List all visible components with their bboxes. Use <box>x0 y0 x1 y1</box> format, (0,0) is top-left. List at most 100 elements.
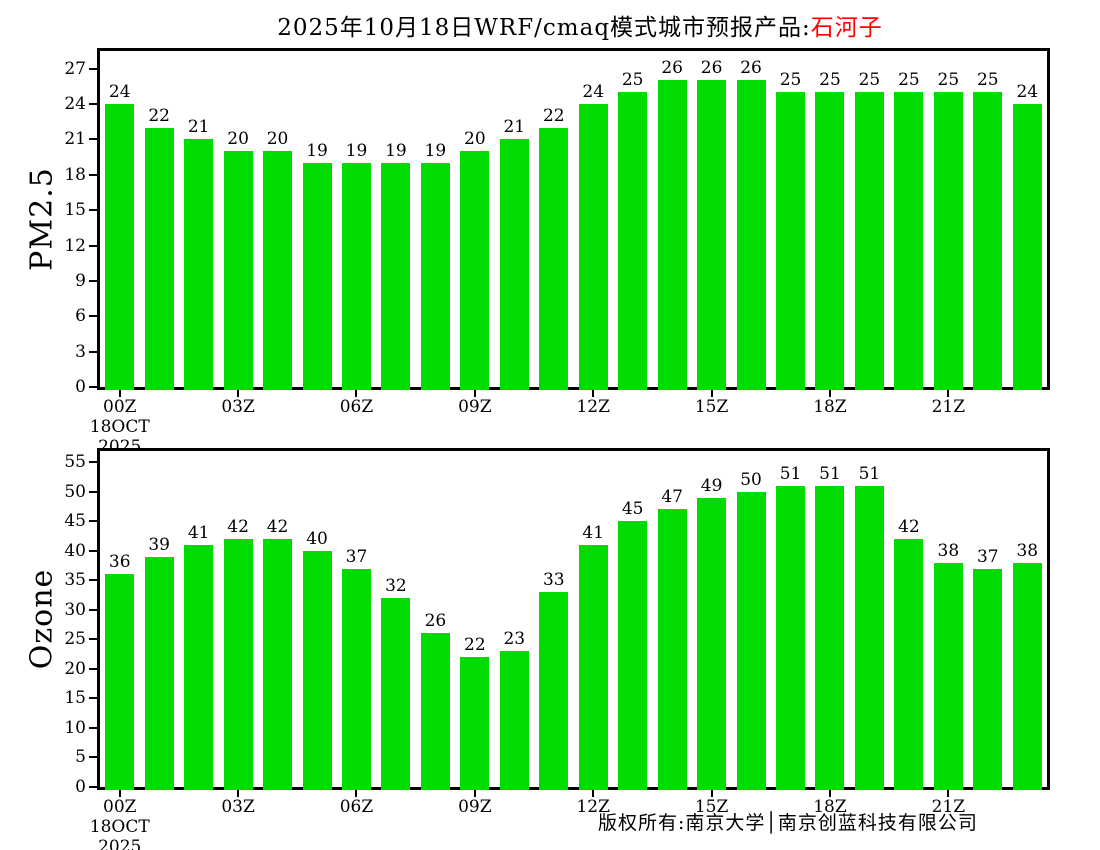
y-axis-tick <box>89 461 97 464</box>
bar <box>381 598 411 790</box>
y-axis-tick <box>89 726 97 729</box>
y-axis-tick-label: 55 <box>64 452 86 473</box>
bar-value-label: 39 <box>148 534 170 555</box>
bar <box>460 657 490 790</box>
bar-value-label: 42 <box>898 516 920 537</box>
x-axis-tick-label: 06Z <box>339 397 374 417</box>
x-axis-tick-label: 00Z <box>103 797 137 817</box>
bar-value-label: 26 <box>424 611 447 632</box>
bar <box>933 562 963 790</box>
y-axis-tick <box>89 315 97 318</box>
y-axis-tick <box>89 549 97 552</box>
x-axis-tick-label: 09Z <box>458 397 492 417</box>
bar <box>776 485 806 790</box>
bar-value-label: 50 <box>740 469 762 490</box>
bar-value-label: 41 <box>187 522 210 543</box>
x-axis-tick <box>710 390 713 397</box>
x-axis-tick-label: 18Z <box>813 797 847 817</box>
bar <box>815 485 845 790</box>
x-axis-tick <box>118 390 121 397</box>
bar <box>854 92 884 390</box>
bar-value-label: 25 <box>937 70 960 91</box>
y-axis-tick-label: 0 <box>75 777 86 797</box>
bar-value-label: 26 <box>661 58 683 79</box>
y-axis-tick <box>89 173 97 176</box>
bar-value-label: 25 <box>779 70 802 91</box>
bar <box>973 92 1003 390</box>
bar <box>697 80 727 390</box>
bar-value-label: 51 <box>819 463 841 484</box>
x-axis-tick <box>947 790 950 797</box>
bar-value-label: 24 <box>108 82 131 103</box>
bar <box>815 92 845 390</box>
bar-value-label: 21 <box>503 117 526 138</box>
bar <box>263 538 293 790</box>
bar-value-label: 42 <box>227 516 249 537</box>
bar <box>341 568 371 790</box>
x-axis-tick-label: 21Z <box>931 397 966 417</box>
bar <box>894 92 924 390</box>
x-axis-tick <box>710 790 713 797</box>
y-axis-tick-label: 21 <box>64 129 86 150</box>
y-axis-tick <box>89 279 97 282</box>
y-axis-tick-label: 30 <box>64 599 86 620</box>
y-axis-tick <box>89 786 97 788</box>
y-axis-tick-label: 15 <box>64 688 86 709</box>
y-axis-tick <box>89 67 97 70</box>
bar-value-label: 25 <box>621 70 644 91</box>
title-city-name: 石河子 <box>810 15 883 41</box>
y-axis-tick <box>89 138 97 141</box>
y-axis-tick <box>89 350 97 353</box>
bar-value-label: 25 <box>898 70 920 91</box>
copyright-text: 版权所有:南京大学│南京创蓝科技有限公司 <box>598 812 978 834</box>
bar <box>933 92 963 390</box>
bar-value-label: 22 <box>464 635 486 656</box>
x-axis-date-label: 18OCT <box>89 817 150 837</box>
bar <box>105 104 135 390</box>
bar <box>302 163 332 390</box>
bar-value-label: 19 <box>424 141 447 161</box>
bar-value-label: 41 <box>582 522 605 543</box>
y-axis-tick-label: 18 <box>64 164 86 185</box>
bar <box>973 568 1003 790</box>
bar-value-label: 26 <box>740 58 762 79</box>
bar <box>854 485 884 790</box>
bar-value-label: 22 <box>148 105 170 126</box>
x-axis-tick-label: 15Z <box>694 797 729 817</box>
y-axis-tick-label: 15 <box>64 200 86 221</box>
bar-value-label: 47 <box>661 487 683 508</box>
page-title-text: 2025年10月18日WRF/cmaq模式城市预报产品: <box>277 15 811 41</box>
x-axis-tick-label: 12Z <box>576 797 610 817</box>
bar-value-label: 24 <box>582 82 605 103</box>
pm25-chart-frame: 0 3 6 9 12 15 18 21 24 27 24 22 21 20 20 19 19 19 19 20 21 22… <box>64 48 1050 457</box>
bar <box>539 127 569 390</box>
x-axis-tick-label: 18Z <box>813 397 847 417</box>
bar-value-label: 45 <box>621 499 644 520</box>
bar <box>618 92 648 390</box>
bar <box>420 163 450 390</box>
y-axis-tick <box>89 667 97 670</box>
bar-value-label: 20 <box>464 129 486 150</box>
bar-value-label: 38 <box>937 540 960 561</box>
bar <box>144 556 174 790</box>
x-axis-tick-label: 21Z <box>931 797 966 817</box>
x-axis-tick-label: 03Z <box>221 397 255 417</box>
y-axis-tick-label: 5 <box>75 747 86 768</box>
bar <box>263 151 293 390</box>
bar <box>381 163 411 390</box>
x-axis-tick <box>237 790 240 797</box>
page-title: 2025年10月18日WRF/cmaq模式城市预报产品:石河子 <box>0 8 1100 42</box>
bar <box>894 538 924 790</box>
x-axis-tick-label: 12Z <box>576 397 610 417</box>
y-axis-tick-label: 12 <box>64 235 86 256</box>
x-axis-tick <box>355 390 358 397</box>
bar-value-label: 20 <box>227 129 249 150</box>
bar <box>736 80 766 390</box>
x-axis-tick <box>473 390 476 397</box>
bar <box>776 92 806 390</box>
bar <box>184 139 214 390</box>
bar-value-label: 25 <box>976 70 999 91</box>
bar-value-label: 51 <box>779 463 802 484</box>
bar <box>460 151 490 390</box>
